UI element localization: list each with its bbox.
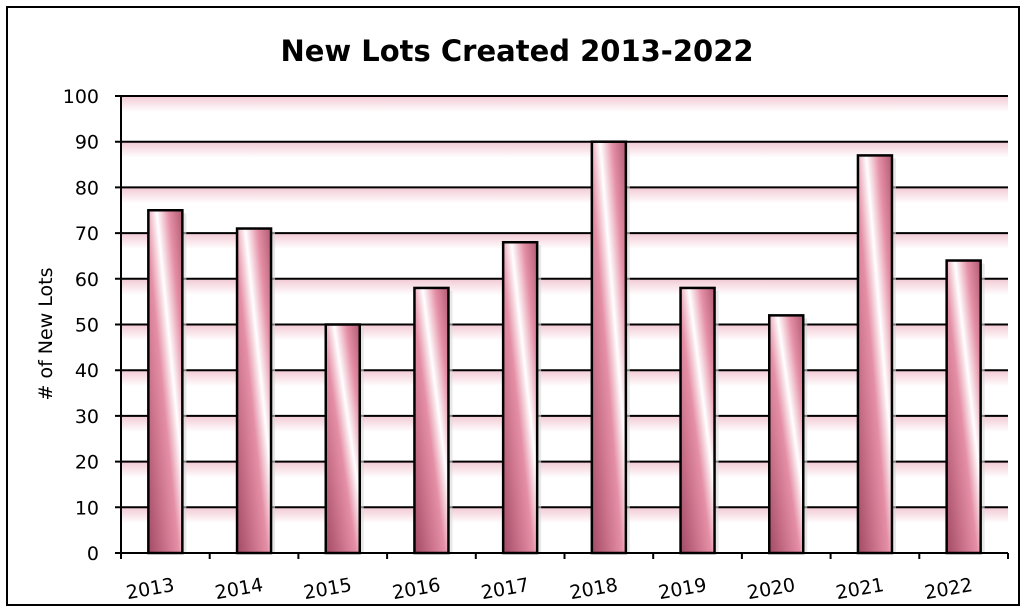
bar-2022 bbox=[945, 259, 982, 555]
y-tick-label: 30 bbox=[75, 406, 99, 428]
axes bbox=[120, 96, 1009, 559]
x-tick-label: 2020 bbox=[745, 574, 796, 604]
x-tick-label: 2017 bbox=[479, 574, 530, 604]
y-tick-label: 10 bbox=[75, 497, 99, 519]
bar-2021 bbox=[856, 154, 894, 555]
y-tick-label: 100 bbox=[63, 86, 99, 108]
bar-2015 bbox=[324, 323, 361, 555]
y-axis-title: # of New Lots bbox=[35, 267, 57, 400]
x-tick-label: 2013 bbox=[125, 574, 176, 604]
y-tick-label: 70 bbox=[75, 223, 99, 245]
y-tick-label: 50 bbox=[75, 315, 99, 337]
bar-2013 bbox=[147, 209, 184, 555]
x-tick-label: 2022 bbox=[923, 574, 974, 604]
bar-2019 bbox=[679, 286, 716, 555]
x-tick-label: 2021 bbox=[834, 574, 885, 604]
y-tick-label: 90 bbox=[75, 132, 99, 154]
y-tick-label: 80 bbox=[75, 177, 99, 199]
chart-title: New Lots Created 2013-2022 bbox=[280, 34, 754, 68]
x-tick-label: 2019 bbox=[657, 574, 708, 604]
bar-2017 bbox=[501, 240, 539, 555]
x-tick-label: 2015 bbox=[302, 574, 353, 604]
x-tick-label: 2014 bbox=[213, 574, 264, 604]
x-tick-label: 2016 bbox=[391, 574, 442, 604]
x-tick-labels: 2013 2014 2015 2016 2017 2018 2019 2020 2021 2022 bbox=[125, 574, 975, 604]
bar-2018 bbox=[590, 140, 628, 555]
x-tick-label: 2018 bbox=[568, 574, 619, 604]
y-tick-label: 60 bbox=[75, 269, 99, 291]
bar-2016 bbox=[413, 286, 450, 555]
plot-band bbox=[121, 96, 1008, 142]
bar-2014 bbox=[235, 227, 273, 555]
bar-2020 bbox=[768, 314, 805, 555]
y-tick-label: 0 bbox=[87, 543, 99, 565]
y-tick-label: 20 bbox=[75, 452, 99, 474]
y-tick-labels: 0 10 20 30 40 50 60 70 80 90 100 bbox=[63, 86, 99, 565]
bars bbox=[147, 140, 985, 555]
y-tick-label: 40 bbox=[75, 360, 99, 382]
